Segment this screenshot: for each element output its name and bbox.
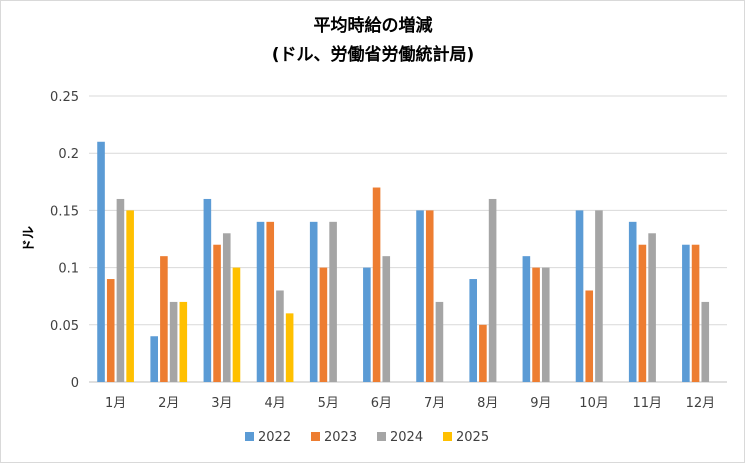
legend-label: 2024 <box>390 430 423 445</box>
bar <box>479 324 487 382</box>
legend-label: 2023 <box>324 430 357 445</box>
x-tick-label: 5月 <box>318 396 339 411</box>
bar <box>179 301 188 382</box>
bar <box>116 198 125 382</box>
bar <box>575 210 584 382</box>
x-tick-label: 7月 <box>424 396 445 411</box>
x-tick-label: 9月 <box>530 396 551 411</box>
bar <box>213 244 221 382</box>
bar <box>435 301 444 382</box>
bar <box>222 233 231 382</box>
bar <box>160 256 168 382</box>
bar <box>541 267 550 382</box>
x-tick-label: 11月 <box>632 396 662 411</box>
bar <box>203 198 212 382</box>
bar <box>701 301 710 382</box>
bar <box>276 290 284 382</box>
bar <box>416 210 424 382</box>
y-tick-label: 0.15 <box>50 204 79 219</box>
legend: 2022 2023 2024 2025 <box>245 430 489 445</box>
legend-swatch <box>311 432 320 441</box>
bar <box>309 221 318 382</box>
y-tick-label: 0.2 <box>58 147 79 162</box>
bar <box>319 267 328 382</box>
bar <box>691 244 700 382</box>
bar <box>97 141 105 382</box>
y-tick-label: 0.1 <box>58 262 79 277</box>
y-tick-label: 0.05 <box>50 319 79 334</box>
bars <box>97 141 710 382</box>
bar <box>169 301 178 382</box>
chart-subtitle: (ドル、労働省労働統計局) <box>272 44 475 65</box>
y-tick-label: 0.25 <box>50 90 79 105</box>
bar <box>469 279 477 382</box>
y-axis-ticks: 0 0.05 0.1 0.15 0.2 0.25 <box>50 90 79 391</box>
bar <box>372 187 381 382</box>
x-tick-label: 10月 <box>579 396 609 411</box>
y-axis-label: ドル <box>22 226 37 252</box>
bar <box>628 221 637 382</box>
bar <box>126 210 134 382</box>
bar <box>285 313 294 382</box>
bar <box>638 244 647 382</box>
legend-swatch <box>377 432 386 441</box>
bar <box>150 336 158 382</box>
bar <box>488 198 497 382</box>
x-tick-label: 8月 <box>477 396 498 411</box>
bar <box>585 290 594 382</box>
y-tick-label: 0 <box>71 376 79 391</box>
legend-label: 2022 <box>258 430 291 445</box>
bar <box>648 233 656 382</box>
x-tick-label: 4月 <box>264 396 285 411</box>
x-tick-label: 3月 <box>211 396 232 411</box>
x-tick-label: 6月 <box>371 396 392 411</box>
bar <box>363 267 371 382</box>
chart-title: 平均時給の増減 <box>314 15 433 36</box>
bar <box>106 279 115 382</box>
bar <box>532 267 540 382</box>
bar <box>425 210 434 382</box>
bar <box>329 221 337 382</box>
x-tick-label: 2月 <box>158 396 179 411</box>
bar <box>682 244 690 382</box>
x-tick-label: 12月 <box>686 396 716 411</box>
legend-swatch <box>245 432 254 441</box>
legend-swatch <box>443 432 452 441</box>
bar <box>522 256 531 382</box>
legend-label: 2025 <box>456 430 489 445</box>
x-tick-label: 1月 <box>105 396 126 411</box>
bar <box>266 221 275 382</box>
bar <box>232 267 241 382</box>
bar <box>382 256 391 382</box>
x-axis-ticks: 1月 2月 3月 4月 5月 6月 7月 8月 9月 10月 11月 12月 <box>105 396 715 411</box>
gridlines <box>89 95 727 383</box>
bar <box>256 221 265 382</box>
bar <box>595 210 603 382</box>
